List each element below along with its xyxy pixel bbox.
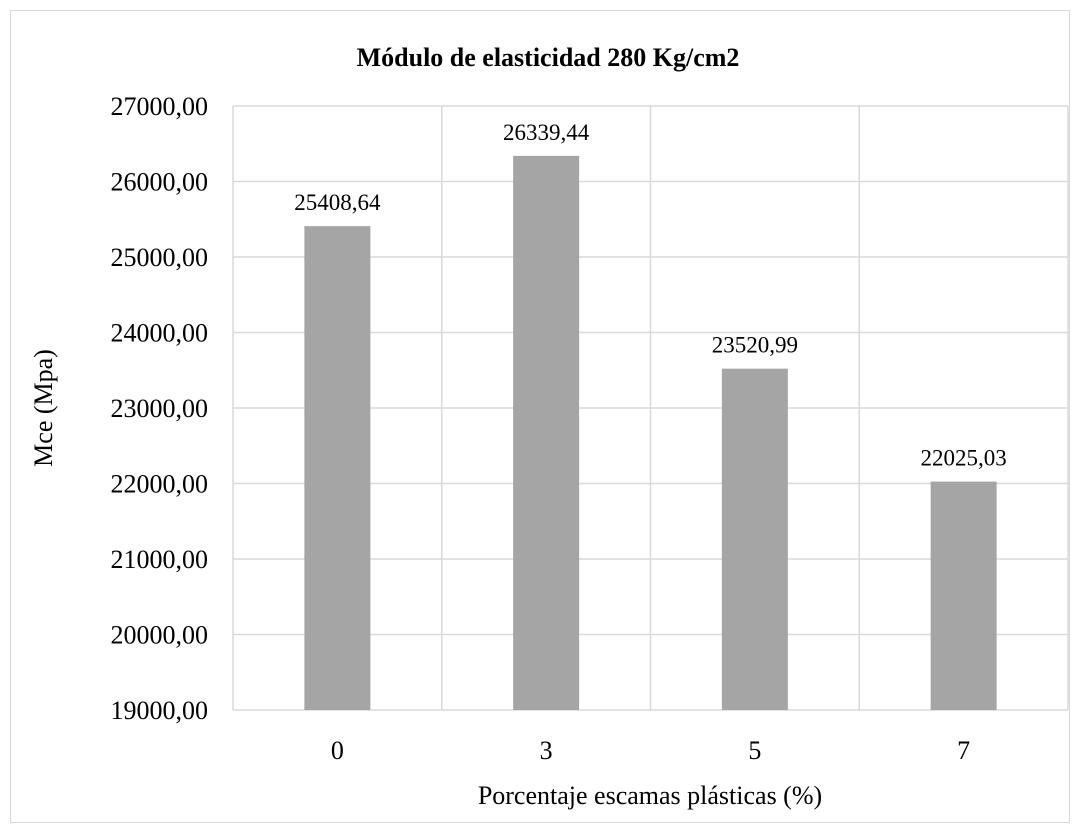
y-tick-label: 25000,00 xyxy=(111,243,209,272)
bar xyxy=(721,368,788,710)
bars xyxy=(304,155,997,710)
x-tick-label: 5 xyxy=(748,736,761,765)
y-tick-label: 24000,00 xyxy=(111,319,209,348)
y-axis-ticks: 19000,00 20000,00 21000,00 22000,00 23000,00… xyxy=(111,92,209,725)
x-tick-label: 7 xyxy=(957,736,970,765)
data-label: 25408,64 xyxy=(294,190,381,215)
y-tick-label: 21000,00 xyxy=(111,545,209,574)
x-tick-label: 0 xyxy=(331,736,344,765)
y-tick-label: 23000,00 xyxy=(111,394,209,423)
x-tick-label: 3 xyxy=(540,736,553,765)
bar xyxy=(513,155,580,710)
y-tick-label: 26000,00 xyxy=(111,168,209,197)
bar xyxy=(930,481,997,710)
y-axis-label: Mce (Mpa) xyxy=(29,349,58,467)
bar xyxy=(304,226,371,710)
data-label: 26339,44 xyxy=(503,120,590,145)
x-axis-label: Porcentaje escamas plásticas (%) xyxy=(478,781,822,810)
chart-title: Módulo de elasticidad 280 Kg/cm2 xyxy=(357,43,740,72)
data-label: 23520,99 xyxy=(712,333,798,358)
y-tick-label: 27000,00 xyxy=(111,92,209,121)
y-tick-label: 20000,00 xyxy=(111,621,209,650)
x-axis-ticks: 0 3 5 7 xyxy=(331,736,970,765)
data-labels: 25408,64 26339,44 23520,99 22025,03 xyxy=(294,120,1007,471)
y-tick-label: 22000,00 xyxy=(111,470,209,499)
gridlines xyxy=(232,105,1069,711)
y-tick-label: 19000,00 xyxy=(111,696,209,725)
data-label: 22025,03 xyxy=(921,446,1007,471)
